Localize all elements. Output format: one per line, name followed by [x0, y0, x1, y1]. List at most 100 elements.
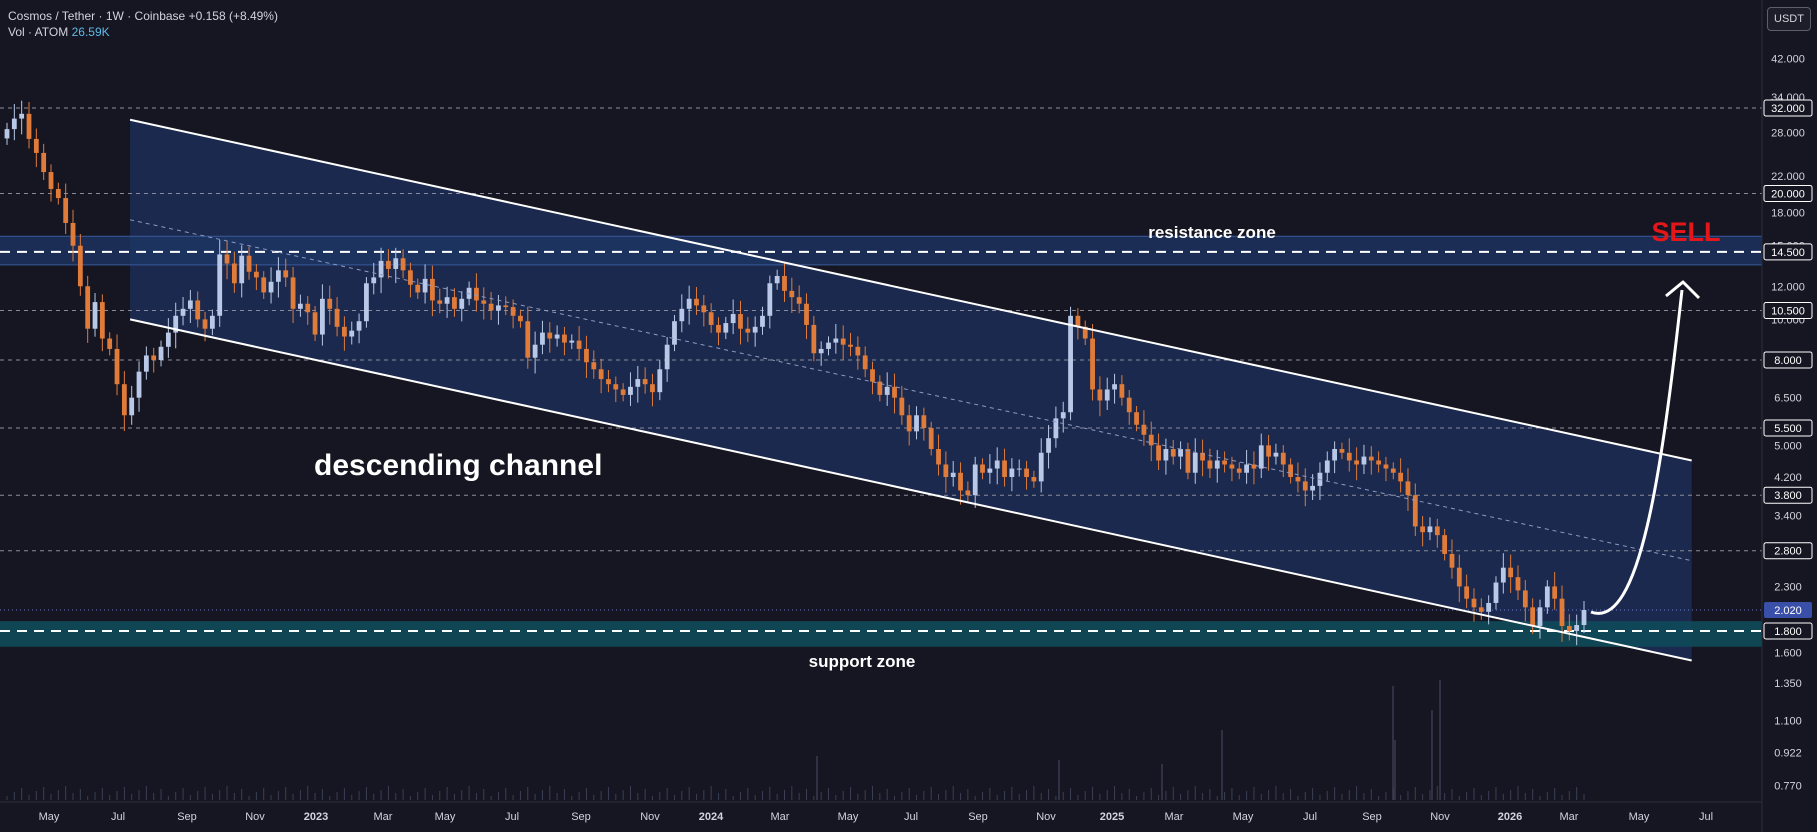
- bull-candle: [1016, 468, 1022, 470]
- bear-candle: [642, 379, 648, 385]
- bull-candle: [1046, 438, 1051, 453]
- bull-candle: [569, 340, 575, 343]
- level-badge: [1763, 243, 1813, 261]
- channel-upper-line: [129, 118, 1692, 462]
- bull-candle: [752, 326, 758, 333]
- bear-candle: [63, 198, 69, 223]
- bear-candle: [151, 355, 157, 360]
- bear-candle: [1280, 452, 1286, 465]
- currency-button[interactable]: USDT: [1767, 7, 1811, 31]
- bear-candle: [1295, 477, 1301, 482]
- bear-candle: [1126, 397, 1132, 413]
- channel-lower-line: [129, 318, 1692, 662]
- bear-candle: [1302, 481, 1308, 491]
- bull-candle: [180, 308, 186, 316]
- time-tick-label: Sep: [177, 811, 197, 823]
- bear-candle: [1185, 449, 1191, 473]
- bear-candle: [408, 270, 413, 285]
- bull-candle: [1038, 452, 1044, 482]
- level-badge-label: 8.000: [1774, 355, 1802, 367]
- time-tick-label: Mar: [1560, 811, 1579, 823]
- bear-candle: [576, 340, 582, 349]
- bear-candle: [547, 332, 553, 339]
- chart-header: Cosmos / Tether · 1W · Coinbase +0.158 (…: [8, 8, 278, 40]
- bear-candle: [1552, 586, 1558, 599]
- bear-candle: [290, 277, 296, 309]
- bear-candle: [305, 303, 311, 313]
- bear-candle: [1368, 456, 1374, 461]
- time-tick-label: May: [39, 811, 60, 823]
- bull-candle: [268, 281, 274, 293]
- time-tick-label: Nov: [1430, 811, 1450, 823]
- bear-candle: [1398, 472, 1404, 482]
- level-badge: [1763, 184, 1813, 202]
- level-badge-label: 32.000: [1771, 103, 1805, 115]
- bear-candle: [1222, 460, 1227, 465]
- bull-candle: [1060, 412, 1066, 419]
- time-tick-label: May: [1233, 811, 1254, 823]
- bear-candle: [1376, 460, 1382, 465]
- bull-candle: [217, 254, 223, 316]
- bear-candle: [1141, 424, 1147, 435]
- time-tick-label: Sep: [571, 811, 591, 823]
- bear-candle: [1522, 590, 1528, 608]
- bear-candle: [107, 338, 113, 349]
- bear-candle: [921, 415, 927, 429]
- bull-candle: [723, 323, 729, 333]
- time-tick-label: 2025: [1100, 811, 1124, 823]
- bull-candle: [1493, 582, 1499, 603]
- bull-candle: [635, 379, 641, 387]
- time-tick-label: Jul: [111, 811, 125, 823]
- bear-candle: [789, 290, 795, 298]
- time-tick-label: 2026: [1498, 811, 1522, 823]
- price-tick-label: 12.000: [1771, 281, 1805, 293]
- bear-candle: [1412, 495, 1418, 527]
- bull-candle: [320, 298, 325, 335]
- price-tick-label: 28.000: [1771, 127, 1805, 139]
- bear-candle: [1515, 577, 1521, 591]
- sell-signal: SELL: [1651, 217, 1720, 247]
- level-badge-label: 5.500: [1774, 423, 1802, 435]
- price-tick-label: 4.200: [1774, 472, 1802, 484]
- volume-label[interactable]: Vol · ATOM: [8, 25, 69, 39]
- bear-candle: [899, 397, 905, 416]
- resistance-zone-label: resistance zone: [1148, 223, 1276, 242]
- bull-candle: [165, 332, 171, 347]
- bull-candle: [1053, 418, 1059, 439]
- bear-candle: [906, 415, 912, 432]
- price-axis[interactable]: 50.00042.00034.00028.00022.00018.00015.0…: [1761, 0, 1817, 832]
- bull-candle: [1581, 610, 1587, 626]
- bear-candle: [796, 297, 802, 304]
- bear-candle: [1346, 452, 1352, 461]
- time-axis[interactable]: May Jul Sep Nov 2023 Mar May Jul Sep Nov 2024 Mar Ma…: [0, 801, 1762, 823]
- bear-candle: [41, 152, 47, 173]
- bear-candle: [738, 314, 743, 329]
- price-tick-label: 1.350: [1774, 678, 1802, 690]
- bear-candle: [1288, 464, 1294, 478]
- price-tick-label: 18.000: [1771, 208, 1805, 220]
- level-badge: [1763, 542, 1813, 560]
- bull-candle: [972, 464, 978, 496]
- bear-candle: [430, 278, 435, 301]
- bear-candle: [1097, 389, 1103, 401]
- bull-candle: [760, 315, 765, 327]
- bull-candle: [11, 118, 17, 130]
- bear-candle: [804, 303, 809, 325]
- symbol-row: Cosmos / Tether · 1W · Coinbase +0.158 (…: [8, 9, 278, 23]
- bear-candle: [85, 286, 91, 329]
- channel-lines-layer: [129, 118, 1692, 662]
- price-tick-label: 42.000: [1771, 54, 1805, 66]
- bull-candle: [1273, 452, 1279, 457]
- bull-candle: [1332, 449, 1338, 461]
- interval[interactable]: 1W: [105, 9, 124, 23]
- pair-name[interactable]: Cosmos / Tether: [8, 9, 96, 23]
- bull-candle: [532, 344, 538, 358]
- bear-candle: [55, 188, 61, 199]
- time-tick-label: Jul: [1303, 811, 1317, 823]
- bull-candle: [349, 330, 355, 337]
- bear-candle: [99, 302, 105, 339]
- bear-candle: [1390, 468, 1396, 473]
- bull-candle: [129, 397, 135, 416]
- bear-candle: [591, 362, 597, 370]
